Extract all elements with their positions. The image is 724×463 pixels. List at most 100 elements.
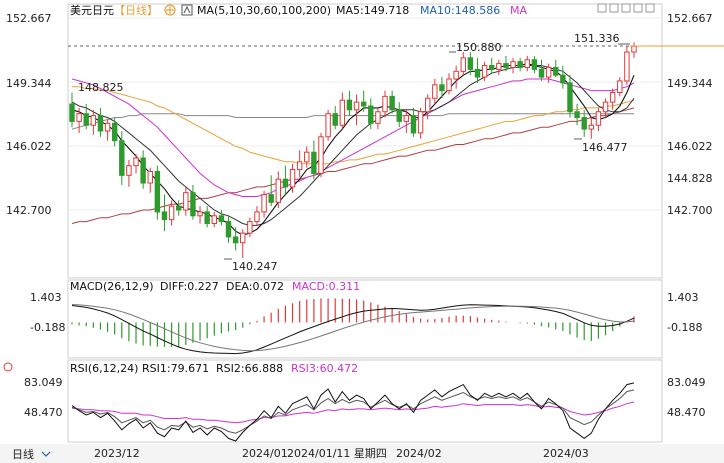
candle-body [197,211,203,217]
date-label: 2023/12 [94,447,140,460]
candle-body [609,91,616,103]
rsi-tick-left: 48.470 [24,406,63,419]
candle-body [346,99,353,111]
macd-diff-value: DIFF:0.227 [160,280,219,293]
candle-body [581,117,587,130]
candle-body [296,161,303,171]
candle-body [90,115,97,126]
rsi3-value: RSI3:60.472 [291,362,358,375]
candle-body [325,113,331,138]
candle-body [403,115,410,122]
footer-bar [0,444,724,463]
candle-body [567,82,573,113]
candle-body [446,78,452,92]
candle-body [467,57,474,70]
candle-body [368,105,374,124]
ma30-line [71,78,635,197]
rsi2-value: RSI2:66.888 [216,362,283,375]
candle-body [97,115,104,132]
candle-body [624,51,630,82]
candle-body [389,95,395,111]
macd-dea-line [71,304,635,352]
candle-body [396,109,402,122]
price-tick-right: 152.667 [667,12,713,25]
candle-body [353,101,360,111]
candle-body [424,97,431,113]
date-label: 2024/03 [543,447,589,460]
candle-body [111,122,118,142]
candle-body [553,66,559,76]
ma100-line [71,113,634,130]
candle-body [133,157,139,167]
candle-body [496,63,502,70]
candle-body [104,122,111,132]
rsi-tick-left: 83.049 [24,376,63,389]
candle-body [538,68,545,78]
rsi-label: RSI(6,12,24) [70,362,138,375]
candle-body [232,236,239,244]
candle-body [474,68,481,78]
candle-body [161,211,168,221]
candle-body [453,70,459,80]
gear-icon[interactable] [164,4,176,16]
period-button[interactable]: 日线 [12,447,34,461]
annotation-low-1: 140.247 [232,260,278,273]
candle-body [574,111,580,119]
price-tick-left: 149.344 [6,77,52,90]
ma5-value: MA5:149.718 [336,4,409,17]
candle-body [460,57,466,72]
candle-body [147,170,153,184]
ma-overflow-label: MA [510,4,527,17]
candle-body [126,165,132,176]
chevron-down-icon[interactable] [41,451,51,457]
macd-tick-left: -0.188 [30,321,65,334]
candle-body [382,95,388,113]
moving-averages [71,63,635,236]
pointer-icon[interactable] [181,4,193,16]
ma10-line [71,65,635,226]
ma10-value: MA10:148.586 [420,4,500,17]
candle-body [524,59,530,68]
candle-body [76,113,82,122]
candle-body [531,59,538,70]
crosshair-date-label: 2024/01/11 星期四 [287,447,387,460]
candle-body [275,178,282,203]
candle-body [417,111,424,134]
candles [69,42,637,259]
candle-body [168,205,175,221]
rsi-tick-right: 48.470 [667,406,706,419]
toolbar-icons[interactable] [597,3,655,13]
candle-body [218,215,225,223]
period-tag[interactable]: 【日线】 [114,3,158,17]
gear-icon[interactable] [3,362,13,372]
candle-body [247,221,253,234]
price-tick-left: 146.022 [6,140,52,153]
candle-body [69,103,75,122]
panel-frames [67,3,663,443]
candle-body [311,151,317,174]
symbol-label: 美元日元 [70,4,114,17]
candle-body [617,80,623,93]
macd-diff-line [71,304,635,355]
candle-body [261,194,267,213]
candle-body [318,136,324,174]
rsi3-line [71,401,635,424]
candle-body [545,66,552,78]
candle-body [240,232,246,244]
macd-tick-right: -0.188 [667,321,702,334]
candle-body [360,101,367,107]
date-label: 2024/01 [242,447,288,460]
macd-label: MACD(26,12,9) [70,280,154,293]
candle-body [439,84,445,92]
price-tick-left: 152.667 [6,12,52,25]
macd-macd-value: MACD:0.311 [292,280,360,293]
candle-body [204,211,210,224]
rsi2-line [71,389,635,434]
candle-body [83,113,89,126]
macd-tick-left: 1.403 [30,291,62,304]
candle-body [489,65,495,70]
annotation-high-2: 151.336 [574,32,620,45]
candle-body [119,140,125,176]
candle-body [254,211,260,223]
